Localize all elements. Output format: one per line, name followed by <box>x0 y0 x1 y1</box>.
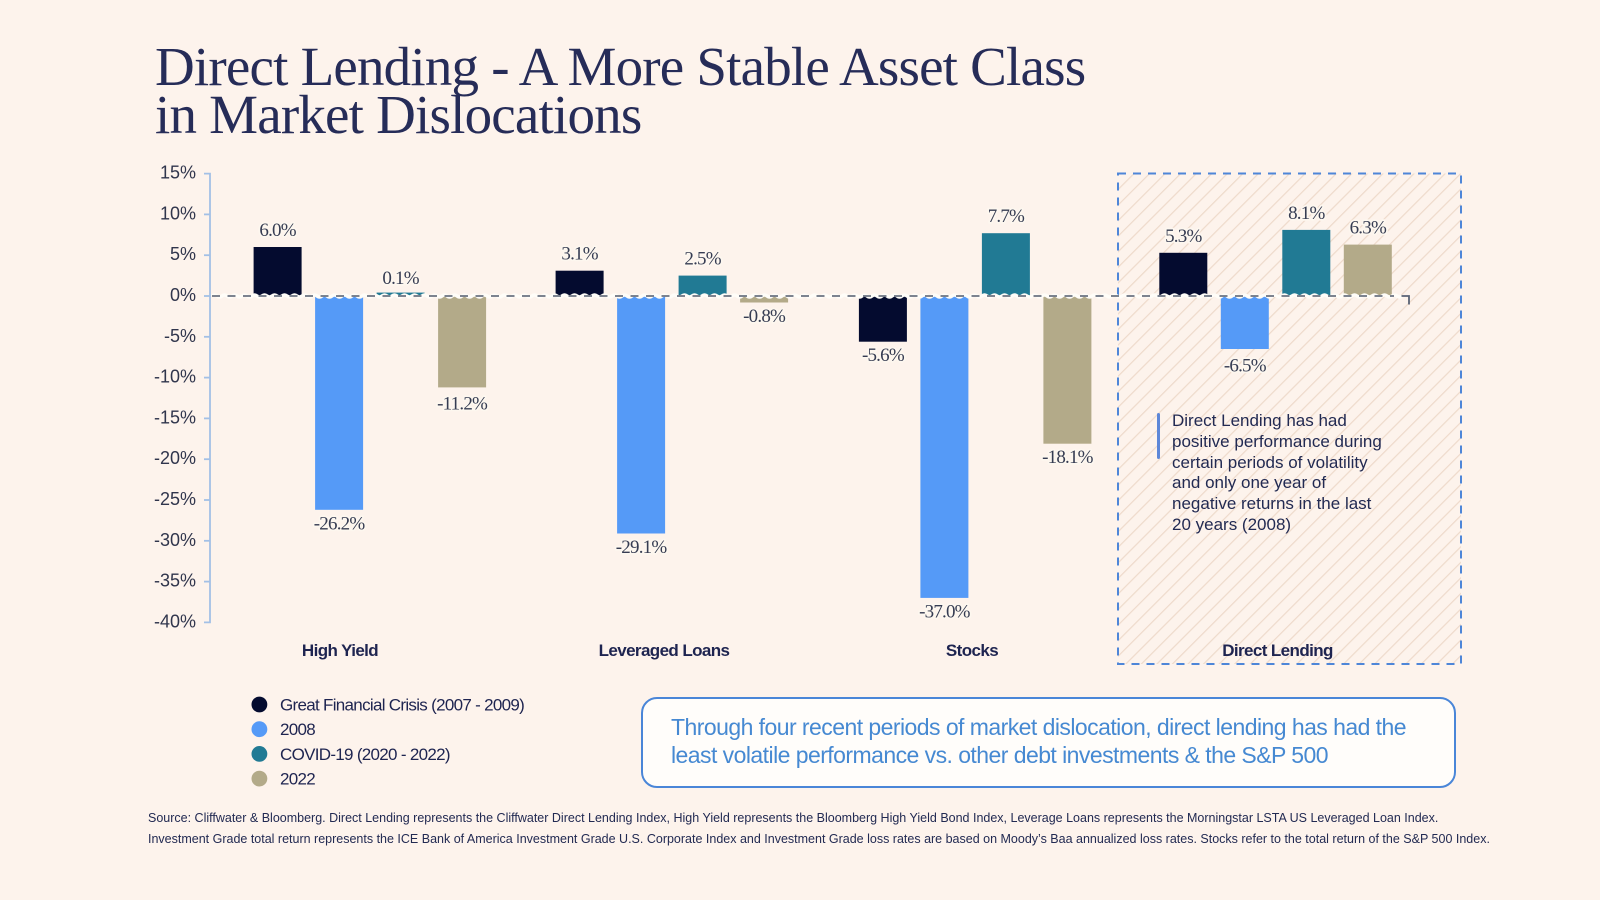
svg-text:-29.1%: -29.1% <box>616 537 668 558</box>
svg-text:-6.5%: -6.5% <box>1224 356 1267 377</box>
svg-text:5.3%: 5.3% <box>1165 226 1202 247</box>
svg-text:-30%: -30% <box>154 530 196 550</box>
svg-text:0.1%: 0.1% <box>382 268 419 289</box>
svg-text:3.1%: 3.1% <box>561 244 598 265</box>
svg-text:-26.2%: -26.2% <box>314 513 366 534</box>
svg-text:-10%: -10% <box>154 367 196 387</box>
svg-text:-37.0%: -37.0% <box>919 601 971 622</box>
svg-text:6.0%: 6.0% <box>259 220 296 241</box>
svg-text:0%: 0% <box>170 285 196 305</box>
svg-text:High Yield: High Yield <box>302 641 378 660</box>
svg-text:2.5%: 2.5% <box>684 249 721 270</box>
svg-text:-18.1%: -18.1% <box>1042 447 1094 468</box>
svg-text:10%: 10% <box>160 203 196 223</box>
svg-text:-20%: -20% <box>154 448 196 468</box>
svg-text:-15%: -15% <box>154 407 196 427</box>
svg-text:8.1%: 8.1% <box>1288 203 1325 224</box>
svg-text:-35%: -35% <box>154 571 196 591</box>
svg-text:2022: 2022 <box>280 770 315 789</box>
svg-text:COVID-19 (2020 - 2022): COVID-19 (2020 - 2022) <box>280 745 450 764</box>
svg-text:-25%: -25% <box>154 489 196 509</box>
svg-text:6.3%: 6.3% <box>1350 218 1387 239</box>
svg-text:15%: 15% <box>160 163 196 183</box>
svg-text:-11.2%: -11.2% <box>437 393 488 414</box>
svg-text:-5.6%: -5.6% <box>862 345 905 366</box>
svg-text:Great Financial Crisis (2007 -: Great Financial Crisis (2007 - 2009) <box>280 696 524 715</box>
svg-text:-5%: -5% <box>164 326 196 346</box>
svg-text:Direct Lending: Direct Lending <box>1222 641 1333 660</box>
svg-text:2008: 2008 <box>280 720 315 739</box>
svg-text:5%: 5% <box>170 244 196 264</box>
svg-text:-0.8%: -0.8% <box>743 306 786 327</box>
svg-text:-40%: -40% <box>154 611 196 631</box>
svg-text:7.7%: 7.7% <box>988 206 1025 227</box>
svg-text:Stocks: Stocks <box>946 641 998 660</box>
svg-text:Leveraged Loans: Leveraged Loans <box>599 641 730 660</box>
